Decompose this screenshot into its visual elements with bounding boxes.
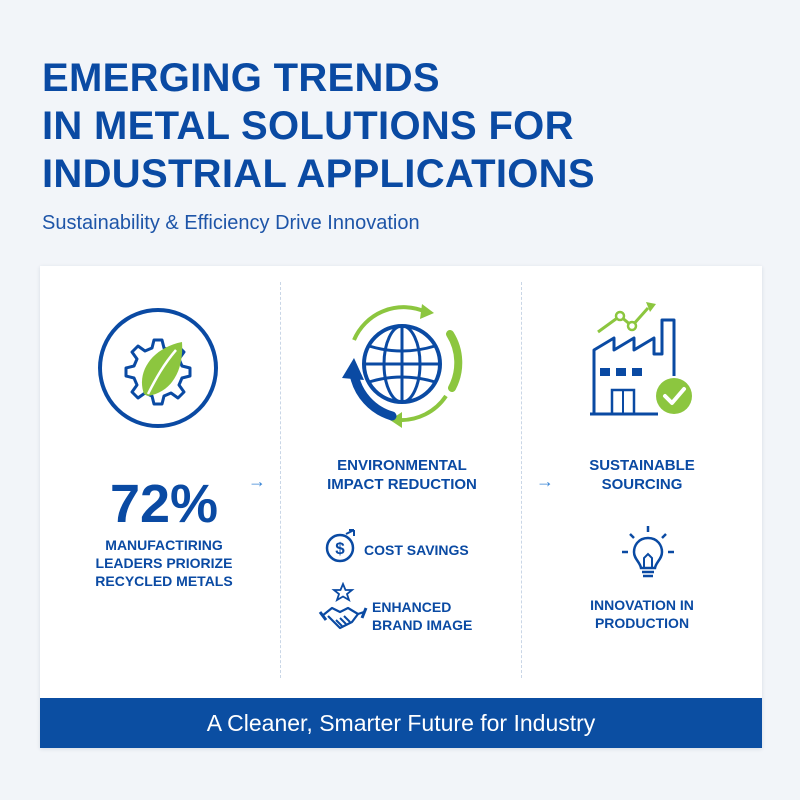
heading-line: SOURCING: [601, 476, 683, 493]
label-line: BRAND IMAGE: [372, 617, 473, 633]
globe-recycle-icon: [330, 296, 474, 437]
title-line: EMERGING TRENDS: [42, 56, 440, 100]
stat-label: MANUFACTIRING LEADERS PRIORIZE RECYCLED …: [80, 536, 248, 590]
label-line: INNOVATION IN: [590, 597, 694, 613]
innovation-label: INNOVATION IN PRODUCTION: [564, 596, 720, 632]
title-line: IN METAL SOLUTIONS FOR: [42, 104, 574, 148]
arrow-right-icon: →: [248, 471, 266, 491]
stat-label-line: LEADERS PRIORIZE: [95, 555, 233, 571]
stat-value: 72%: [109, 474, 219, 534]
column-divider: [521, 282, 522, 678]
handshake-icon: [318, 581, 368, 643]
factory-check-icon: [588, 296, 704, 425]
arrow-right-icon: →: [536, 471, 554, 491]
column-heading: ENVIRONMENTAL IMPACT REDUCTION: [304, 456, 500, 494]
lightbulb-icon: [620, 524, 676, 589]
brand-image-label: ENHANCED BRAND IMAGE: [372, 598, 472, 634]
label-line: COST SAVINGS: [364, 542, 469, 558]
heading-line: ENVIRONMENTAL: [337, 457, 467, 474]
heading-line: IMPACT REDUCTION: [327, 476, 477, 493]
subtitle: Sustainability & Efficiency Drive Innova…: [42, 212, 420, 234]
heading-line: SUSTAINABLE: [589, 457, 695, 474]
cost-savings-label: COST SAVINGS: [364, 541, 469, 559]
info-card: 72% MANUFACTIRING LEADERS PRIORIZE RECYC…: [40, 266, 762, 748]
column-divider: [280, 282, 281, 678]
footer-banner: A Cleaner, Smarter Future for Industry: [40, 698, 762, 748]
stat-label-line: MANUFACTIRING: [105, 537, 223, 553]
title-line: INDUSTRIAL APPLICATIONS: [42, 152, 595, 196]
gear-leaf-icon: [96, 306, 220, 435]
stat-label-line: RECYCLED METALS: [95, 573, 233, 589]
page-title: EMERGING TRENDS IN METAL SOLUTIONS FOR I…: [42, 54, 762, 198]
column-heading: SUSTAINABLE SOURCING: [544, 456, 740, 494]
label-line: ENHANCED: [372, 599, 452, 615]
svg-text:$: $: [335, 539, 345, 558]
label-line: PRODUCTION: [594, 615, 690, 631]
dollar-icon: $: [324, 528, 360, 569]
